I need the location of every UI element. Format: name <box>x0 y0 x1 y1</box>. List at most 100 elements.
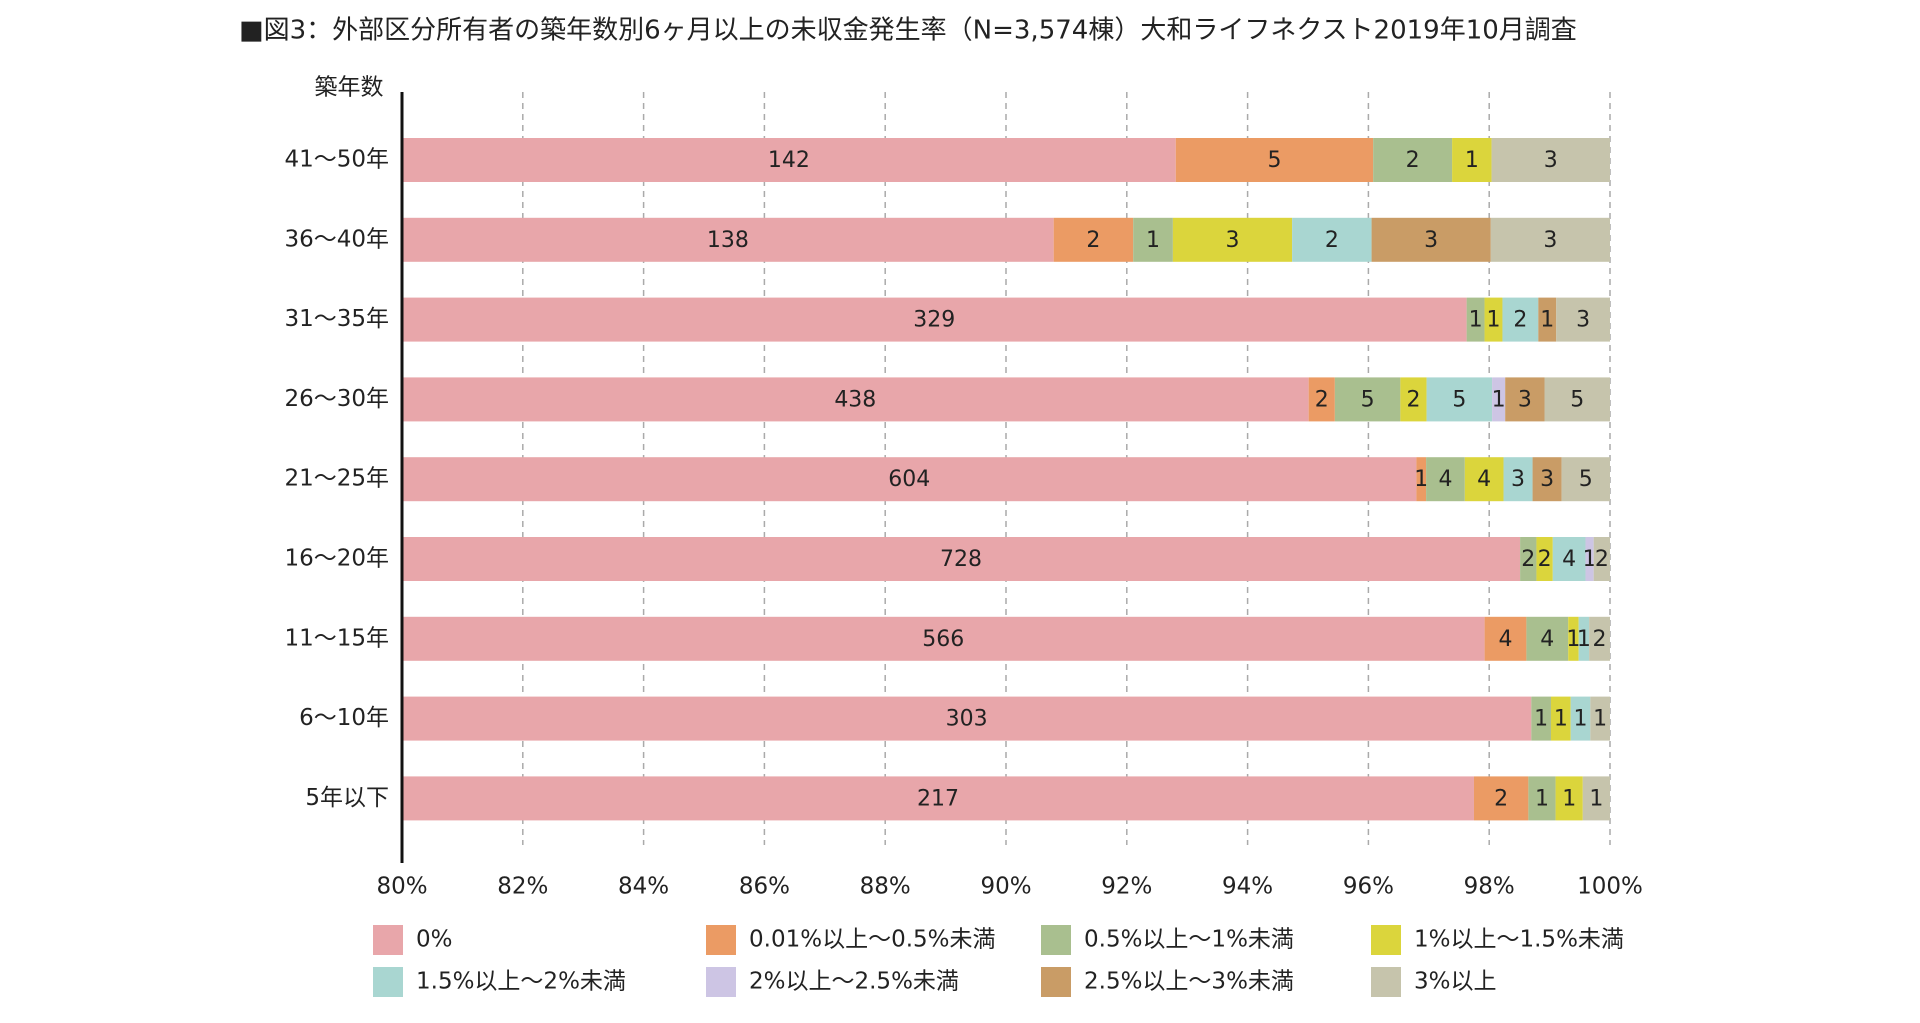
bar-segment <box>1550 696 1571 741</box>
bar-segment <box>1491 138 1610 182</box>
bar-segment <box>402 616 1485 661</box>
data-label: 1 <box>1562 786 1576 811</box>
data-label: 4 <box>1438 467 1452 492</box>
data-label: 1 <box>1554 707 1568 732</box>
legend-label: 2%以上～2.5%未満 <box>749 969 959 995</box>
data-label: 1 <box>1487 308 1501 333</box>
bar-segment <box>1426 377 1493 422</box>
bar-segment <box>1536 537 1553 581</box>
y-tick-label: 31～35年 <box>284 306 389 332</box>
bar-segment <box>402 217 1054 262</box>
bar-segment <box>1334 377 1401 422</box>
data-label: 566 <box>922 627 964 652</box>
y-axis-title: 築年数 <box>315 75 384 101</box>
bar-segment <box>1308 377 1335 422</box>
legend-swatch <box>373 967 403 997</box>
data-label: 4 <box>1540 627 1554 652</box>
legend-swatch <box>706 925 736 955</box>
data-label: 604 <box>888 467 930 492</box>
bar-segment <box>402 776 1474 821</box>
data-label: 303 <box>946 707 988 732</box>
bar-segment <box>1503 457 1533 502</box>
data-label: 2 <box>1494 786 1508 811</box>
bar-segment <box>1585 537 1594 581</box>
legend-label: 3%以上 <box>1414 969 1497 995</box>
bar-segment <box>1528 776 1556 821</box>
bar-segment <box>1532 457 1562 502</box>
bar-segment <box>402 537 1521 581</box>
bar-segment <box>1593 537 1610 581</box>
legend-swatch <box>706 967 736 997</box>
bar-segment <box>1568 616 1579 661</box>
data-label: 1 <box>1566 627 1580 652</box>
data-label: 2 <box>1593 627 1607 652</box>
data-label: 2 <box>1521 547 1535 572</box>
bar-segment <box>1561 457 1610 502</box>
data-label: 329 <box>913 308 955 333</box>
x-tick-label: 86% <box>739 874 790 900</box>
y-tick-label: 11～15年 <box>284 625 389 651</box>
x-tick-label: 80% <box>376 874 427 900</box>
data-label: 2 <box>1086 228 1100 253</box>
data-label: 3 <box>1511 467 1525 492</box>
bar-segment <box>1490 217 1610 262</box>
bar-segment <box>1556 297 1610 342</box>
legend-label: 1%以上～1.5%未満 <box>1414 927 1624 953</box>
bar-segment <box>1400 377 1427 422</box>
bar-segment <box>1502 297 1539 342</box>
bar-segment <box>1589 616 1610 661</box>
bar-segment <box>1292 217 1372 262</box>
bar-segment <box>1505 377 1545 422</box>
data-label: 4 <box>1499 627 1513 652</box>
data-label: 728 <box>940 547 982 572</box>
legend-label: 0% <box>416 927 453 953</box>
data-label: 1 <box>1414 467 1428 492</box>
data-label: 1 <box>1146 228 1160 253</box>
legend-swatch <box>1041 925 1071 955</box>
data-label: 438 <box>834 387 876 412</box>
bar-segment <box>1053 217 1134 262</box>
x-tick-label: 92% <box>1101 874 1152 900</box>
x-tick-label: 90% <box>980 874 1031 900</box>
data-label: 1 <box>1573 707 1587 732</box>
data-label: 1 <box>1465 148 1479 173</box>
data-label: 5 <box>1452 387 1466 412</box>
data-label: 1 <box>1540 308 1554 333</box>
bar-segment <box>1175 138 1374 182</box>
x-tick-label: 96% <box>1343 874 1394 900</box>
data-label: 3 <box>1543 228 1557 253</box>
bar-segment <box>1133 217 1173 262</box>
data-label: 5 <box>1579 467 1593 492</box>
bar-segment <box>1555 776 1583 821</box>
bar-segment <box>1416 457 1427 502</box>
data-label: 2 <box>1595 547 1609 572</box>
legend-swatch <box>373 925 403 955</box>
data-label: 1 <box>1535 786 1549 811</box>
x-tick-label: 84% <box>618 874 669 900</box>
bar-segment <box>1426 457 1465 502</box>
bar-segment <box>1582 776 1610 821</box>
bar-segment <box>402 377 1309 422</box>
data-label: 1 <box>1593 707 1607 732</box>
bar-segment <box>1526 616 1569 661</box>
data-label: 2 <box>1406 148 1420 173</box>
x-tick-label: 98% <box>1464 874 1515 900</box>
legend-swatch <box>1371 925 1401 955</box>
y-tick-label: 5年以下 <box>305 785 389 811</box>
y-tick-label: 36～40年 <box>284 226 389 252</box>
bar-segment <box>1466 297 1485 342</box>
data-label: 5 <box>1570 387 1584 412</box>
bar-segment <box>1578 616 1590 661</box>
bar-segment <box>1464 457 1504 502</box>
data-label: 1 <box>1534 707 1548 732</box>
data-label: 2 <box>1538 547 1552 572</box>
bar-segment <box>1172 217 1293 262</box>
legend-label: 1.5%以上～2%未満 <box>416 969 626 995</box>
bar-segment <box>402 297 1467 342</box>
x-tick-label: 88% <box>860 874 911 900</box>
legend-swatch <box>1041 967 1071 997</box>
bar-segment <box>1371 217 1491 262</box>
bar-segment <box>1570 696 1591 741</box>
data-label: 4 <box>1562 547 1576 572</box>
